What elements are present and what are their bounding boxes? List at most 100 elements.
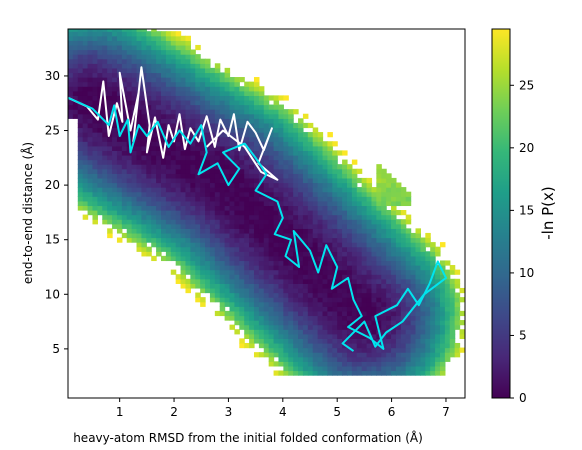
heatmap-cell — [170, 90, 177, 96]
heatmap-cell — [415, 333, 421, 339]
heatmap-cell — [307, 132, 314, 138]
heatmap-cell — [146, 104, 152, 110]
heatmap-cell — [146, 72, 152, 78]
heatmap-cell — [244, 173, 250, 179]
heatmap-cell — [376, 283, 382, 289]
heatmap-cell — [180, 214, 187, 220]
heatmap-cell — [116, 113, 123, 119]
heatmap-cell — [195, 145, 201, 151]
heatmap-cell — [249, 136, 255, 142]
heatmap-cell — [356, 168, 363, 174]
heatmap-cell — [126, 200, 133, 207]
heatmap-cell — [268, 122, 275, 129]
heatmap-cell — [229, 205, 236, 211]
heatmap-cell — [107, 49, 113, 55]
heatmap-cell — [175, 99, 182, 106]
heatmap-cell — [410, 324, 417, 330]
heatmap-cell — [366, 283, 373, 289]
heatmap-cell — [219, 72, 226, 78]
heatmap-cell — [87, 132, 94, 138]
heatmap-cell — [253, 278, 260, 284]
heatmap-cell — [112, 214, 118, 220]
heatmap-cell — [278, 297, 284, 303]
heatmap-cell — [381, 182, 387, 188]
heatmap-cell — [361, 361, 368, 367]
heatmap-cell — [244, 205, 250, 211]
heatmap-cell — [195, 200, 201, 207]
heatmap-cell — [200, 301, 206, 307]
heatmap-cell — [97, 29, 103, 32]
heatmap-cell — [366, 196, 373, 202]
heatmap-cell — [102, 196, 108, 202]
heatmap-cell — [224, 164, 231, 170]
heatmap-cell — [268, 177, 275, 184]
heatmap-cell — [87, 210, 94, 216]
heatmap-cell — [268, 118, 275, 124]
heatmap-cell — [205, 205, 211, 211]
heatmap-cell — [180, 49, 187, 55]
heatmap-cell — [288, 164, 294, 170]
heatmap-cell — [200, 196, 206, 202]
heatmap-cell — [165, 228, 172, 234]
heatmap-cell — [351, 365, 358, 372]
heatmap-cell — [312, 329, 319, 335]
heatmap-cell — [141, 242, 147, 248]
heatmap-cell — [288, 242, 294, 248]
x-tick-label: 6 — [388, 405, 396, 419]
heatmap-cell — [107, 104, 113, 110]
heatmap-cell — [170, 232, 177, 239]
heatmap-cell — [229, 324, 236, 330]
heatmap-cell — [278, 255, 284, 262]
heatmap-cell — [249, 255, 255, 262]
heatmap-cell — [288, 310, 294, 317]
heatmap-cell — [131, 54, 138, 60]
heatmap-cell — [136, 35, 143, 41]
heatmap-cell — [283, 342, 289, 349]
heatmap-cell — [449, 301, 456, 307]
heatmap-cell — [278, 260, 284, 266]
heatmap-cell — [82, 168, 89, 174]
heatmap-cell — [97, 182, 103, 188]
heatmap-cell — [298, 278, 304, 284]
heatmap-cell — [449, 324, 456, 330]
heatmap-cell — [268, 342, 275, 349]
heatmap-cell — [263, 265, 270, 271]
heatmap-cell — [273, 287, 280, 294]
heatmap-cell — [185, 72, 191, 78]
heatmap-cell — [376, 205, 382, 211]
heatmap-cell — [327, 269, 333, 275]
heatmap-cell — [112, 77, 118, 83]
y-tick-label: 15 — [45, 233, 60, 247]
heatmap-cell — [263, 177, 270, 184]
heatmap-cell — [312, 154, 319, 161]
heatmap-cell — [293, 141, 299, 147]
heatmap-cell — [283, 164, 289, 170]
heatmap-cell — [346, 297, 353, 303]
heatmap-cell — [405, 242, 412, 248]
heatmap-cell — [376, 297, 382, 303]
heatmap-cell — [224, 274, 231, 280]
heatmap-cell — [170, 246, 177, 252]
heatmap-cell — [317, 292, 324, 298]
heatmap-cell — [121, 214, 128, 220]
heatmap-cell — [298, 219, 304, 225]
heatmap-cell — [351, 214, 358, 220]
heatmap-cell — [415, 347, 421, 353]
heatmap-cell — [273, 173, 280, 179]
heatmap-cell — [151, 99, 157, 106]
heatmap-cell — [175, 104, 182, 110]
heatmap-cell — [175, 44, 182, 51]
heatmap-cell — [229, 260, 236, 266]
heatmap-cell — [214, 141, 221, 147]
heatmap-cell — [82, 95, 89, 101]
heatmap-cell — [141, 122, 147, 129]
heatmap-cell — [435, 246, 441, 252]
heatmap-cell — [214, 109, 221, 115]
heatmap-cell — [92, 159, 98, 165]
heatmap-cell — [361, 278, 368, 284]
heatmap-cell — [337, 306, 343, 312]
heatmap-cell — [435, 352, 441, 358]
heatmap-cell — [346, 196, 353, 202]
heatmap-cell — [229, 310, 236, 317]
heatmap-cell — [205, 200, 211, 207]
